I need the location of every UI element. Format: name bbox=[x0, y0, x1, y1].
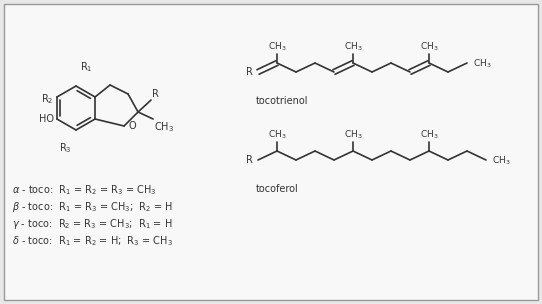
Text: O: O bbox=[128, 121, 136, 131]
Text: HO: HO bbox=[39, 114, 54, 124]
Text: $\delta$ - toco:  R$_1$ = R$_2$ = H;  R$_3$ = CH$_3$: $\delta$ - toco: R$_1$ = R$_2$ = H; R$_3… bbox=[12, 234, 173, 248]
Text: CH$_3$: CH$_3$ bbox=[492, 155, 511, 167]
Text: CH$_3$: CH$_3$ bbox=[154, 120, 174, 134]
Text: R: R bbox=[246, 155, 253, 165]
Text: CH$_3$: CH$_3$ bbox=[473, 58, 492, 70]
Text: CH$_3$: CH$_3$ bbox=[344, 129, 362, 141]
Text: R$_3$: R$_3$ bbox=[60, 141, 72, 155]
Text: R: R bbox=[152, 89, 159, 99]
Text: $\gamma$ - toco:  R$_2$ = R$_3$ = CH$_3$;  R$_1$ = H: $\gamma$ - toco: R$_2$ = R$_3$ = CH$_3$;… bbox=[12, 217, 172, 231]
Text: CH$_3$: CH$_3$ bbox=[268, 40, 286, 53]
Text: CH$_3$: CH$_3$ bbox=[344, 40, 362, 53]
Text: $\beta$ - toco:  R$_1$ = R$_3$ = CH$_3$;  R$_2$ = H: $\beta$ - toco: R$_1$ = R$_3$ = CH$_3$; … bbox=[12, 200, 173, 214]
Text: R$_2$: R$_2$ bbox=[41, 92, 53, 106]
Text: R$_1$: R$_1$ bbox=[80, 60, 93, 74]
Text: CH$_3$: CH$_3$ bbox=[420, 129, 438, 141]
Text: tocoferol: tocoferol bbox=[256, 184, 299, 194]
Text: CH$_3$: CH$_3$ bbox=[268, 129, 286, 141]
Text: tocotrienol: tocotrienol bbox=[256, 96, 308, 106]
Text: R: R bbox=[246, 67, 253, 77]
FancyBboxPatch shape bbox=[4, 4, 538, 300]
Text: $\alpha$ - toco:  R$_1$ = R$_2$ = R$_3$ = CH$_3$: $\alpha$ - toco: R$_1$ = R$_2$ = R$_3$ =… bbox=[12, 183, 157, 197]
Text: CH$_3$: CH$_3$ bbox=[420, 40, 438, 53]
